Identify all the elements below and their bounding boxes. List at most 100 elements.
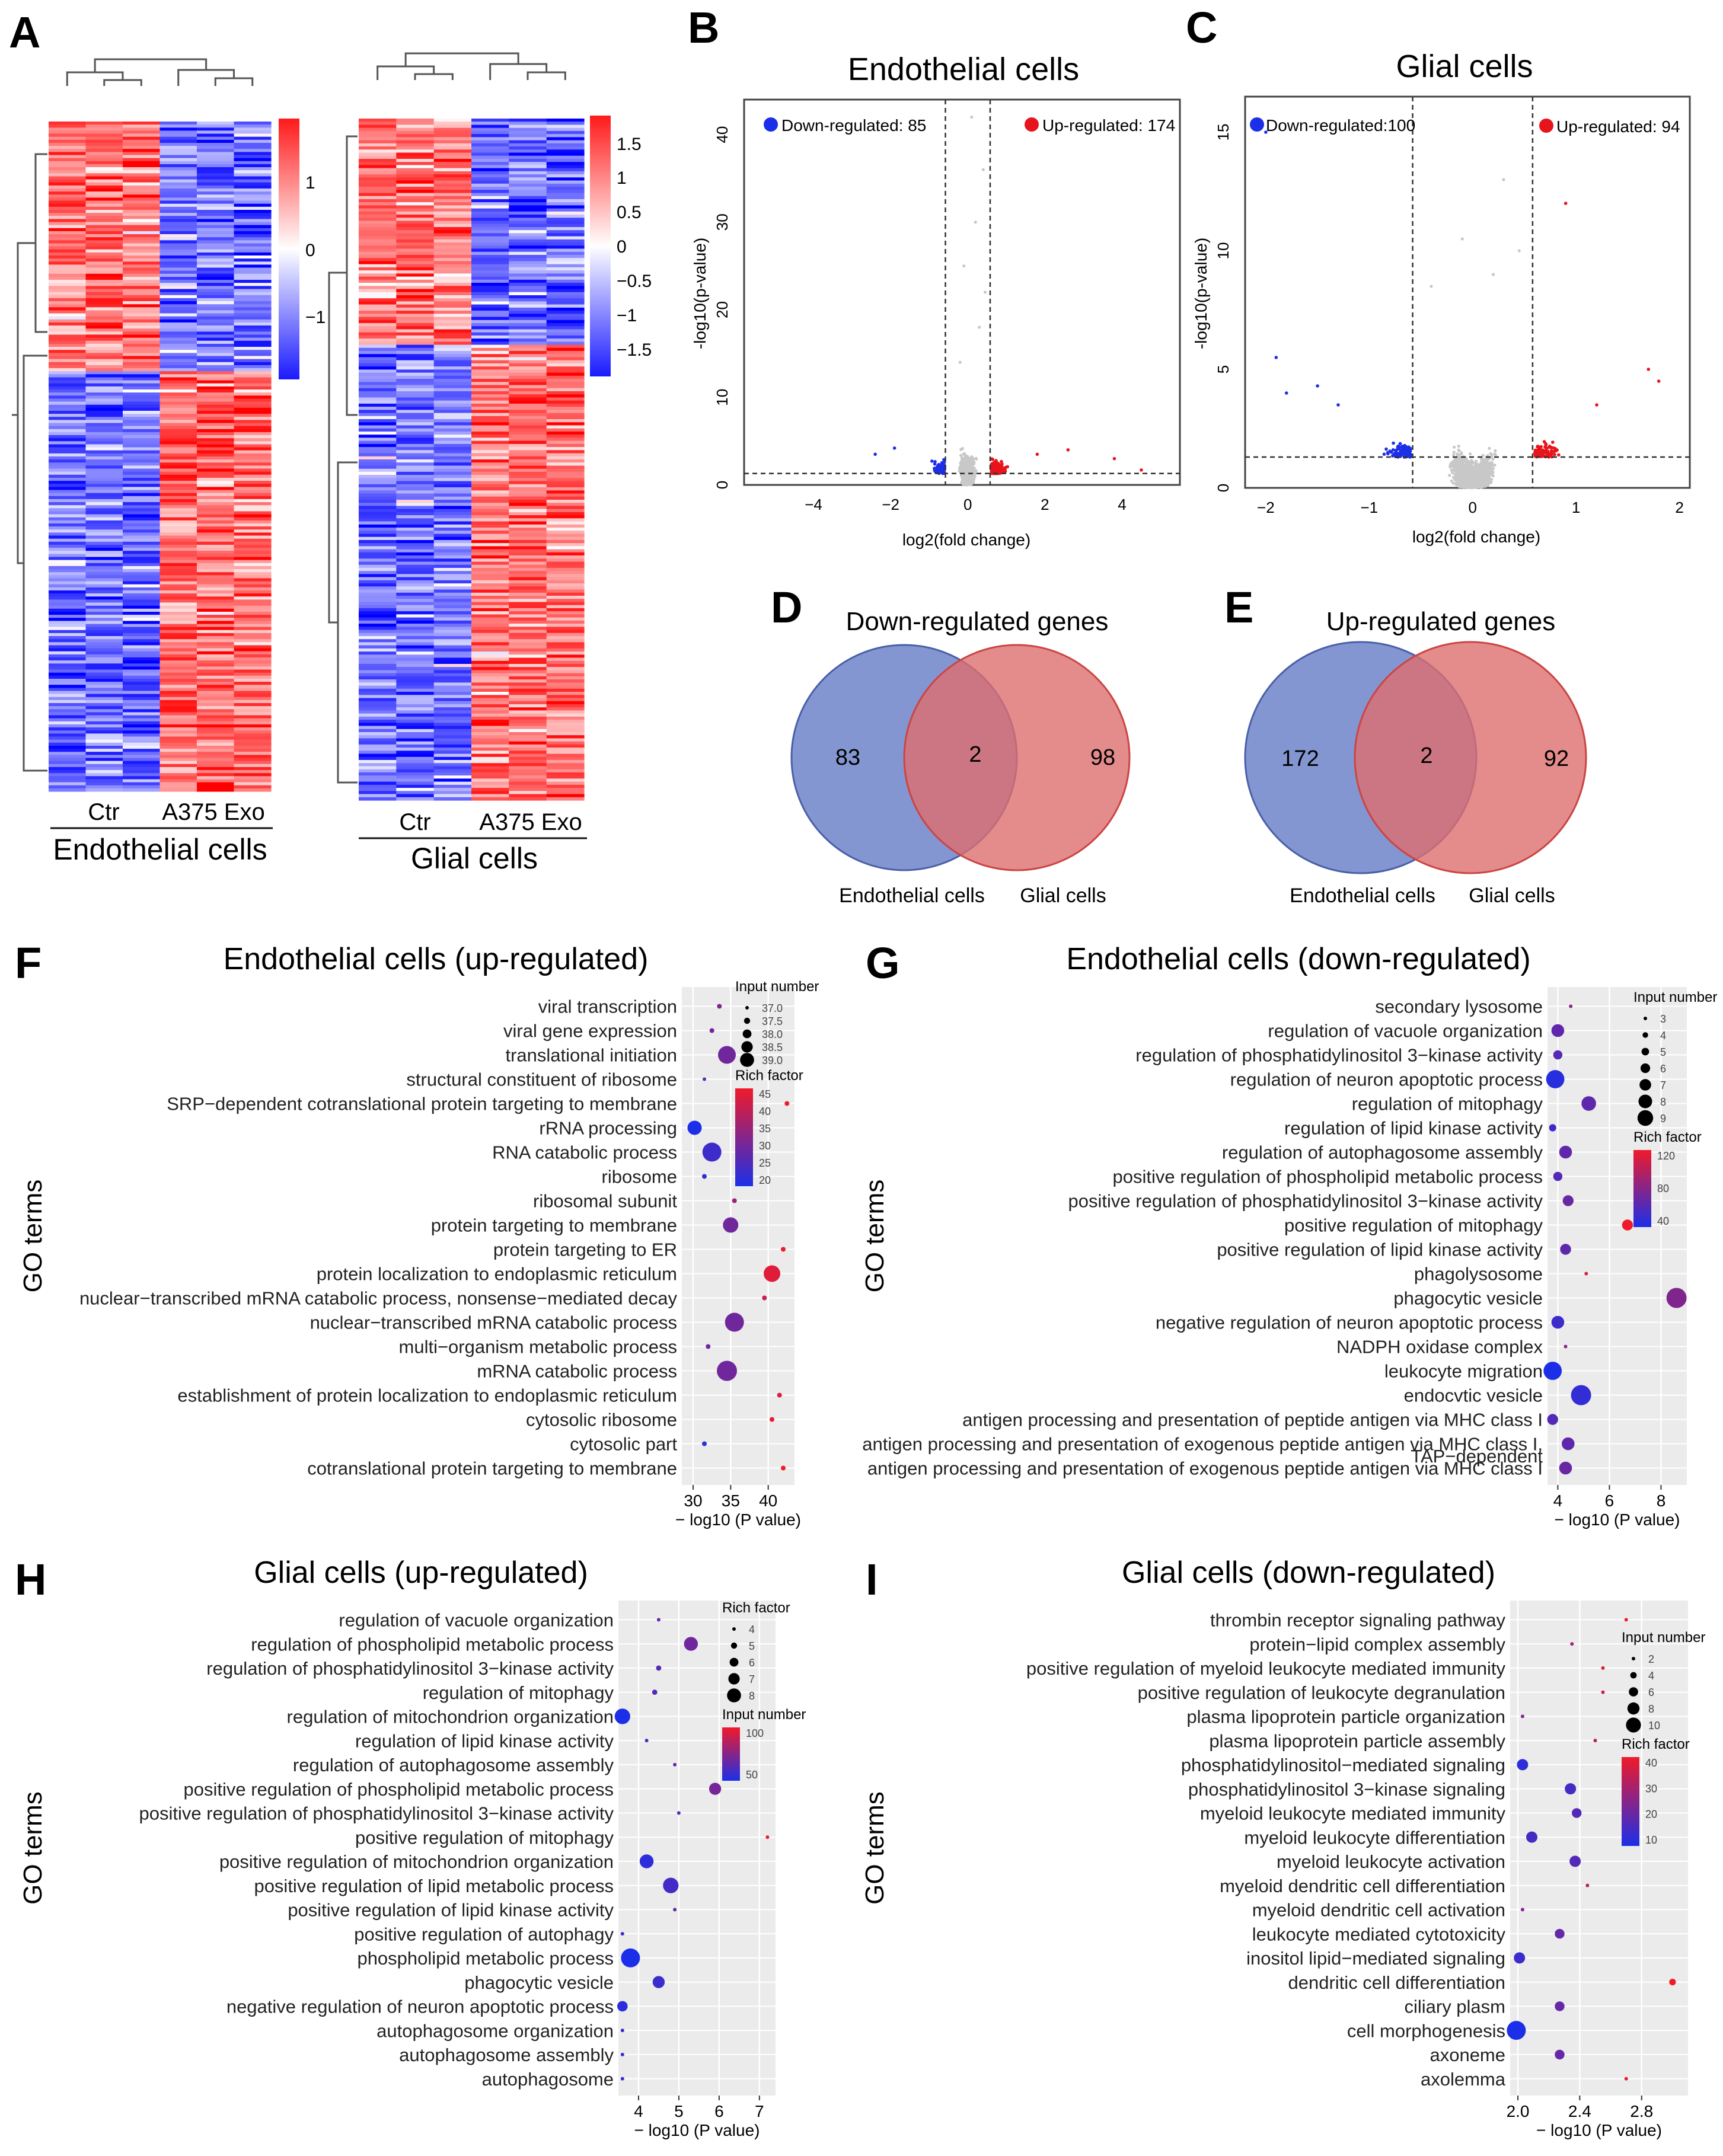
heatmap-cell xyxy=(159,459,197,463)
heatmap-cell xyxy=(234,712,272,716)
heatmap-cell xyxy=(509,521,547,525)
heatmap-cell xyxy=(546,122,585,125)
heatmap-cell xyxy=(509,599,547,602)
heatmap-cell xyxy=(159,286,197,290)
heatmap-cell xyxy=(85,496,123,500)
heatmap-cell xyxy=(197,389,235,393)
heatmap-cell xyxy=(197,718,235,722)
heatmap-cell xyxy=(159,474,197,478)
heatmap-endothelial-scale-tick: −1 xyxy=(305,308,326,327)
heatmap-cell xyxy=(49,462,87,466)
heatmap-cell xyxy=(546,713,585,717)
heatmap-cell xyxy=(471,664,509,667)
heatmap-cell xyxy=(85,742,123,746)
heatmap-cell xyxy=(471,490,509,494)
heatmap-cell xyxy=(433,633,472,637)
heatmap-cell xyxy=(123,468,161,472)
heatmap-cell xyxy=(509,407,547,410)
heatmap-cell xyxy=(359,239,397,243)
heatmap-cell xyxy=(234,301,272,305)
heatmap-cell xyxy=(359,183,397,187)
dendrogram-branch xyxy=(103,79,142,86)
heatmap-cell xyxy=(49,124,87,128)
heatmap-cell xyxy=(471,162,509,165)
heatmap-cell xyxy=(359,478,397,482)
heatmap-cell xyxy=(396,447,435,451)
heatmap-cell xyxy=(159,420,197,424)
heatmap-cell xyxy=(85,484,123,487)
heatmap-cell xyxy=(546,611,585,615)
heatmap-cell xyxy=(396,648,435,652)
heatmap-cell xyxy=(359,388,397,392)
volcano-point-ns xyxy=(1451,481,1455,485)
heatmap-cell xyxy=(433,267,472,271)
heatmap-cell xyxy=(509,664,547,667)
heatmap-cell xyxy=(85,435,123,439)
heatmap-cell xyxy=(49,478,87,481)
heatmap-cell xyxy=(509,326,547,330)
heatmap-cell xyxy=(546,264,585,268)
heatmap-cell xyxy=(49,146,87,149)
heatmap-cell xyxy=(85,615,123,618)
heatmap-cell xyxy=(396,187,435,190)
heatmap-cell xyxy=(471,205,509,209)
heatmap-cell xyxy=(49,736,87,740)
heatmap-cell xyxy=(49,523,87,527)
heatmap-cell xyxy=(471,382,509,386)
heatmap-cell xyxy=(546,605,585,609)
heatmap-cell xyxy=(359,255,397,258)
heatmap-cell xyxy=(396,707,435,711)
heatmap-cell xyxy=(159,334,197,338)
heatmap-cell xyxy=(234,551,272,554)
heatmap-cell xyxy=(546,518,585,522)
heatmap-cell xyxy=(197,715,235,719)
heatmap-cell xyxy=(159,356,197,360)
heatmap-cell xyxy=(159,203,197,207)
heatmap-cell xyxy=(49,666,87,670)
heatmap-cell xyxy=(359,428,397,432)
heatmap-cell xyxy=(49,779,87,783)
heatmap-cell xyxy=(234,545,272,548)
volcano-point-ns xyxy=(962,465,965,469)
heatmap-cell xyxy=(396,766,435,770)
heatmap-cell xyxy=(471,159,509,162)
volcano-point-up xyxy=(1006,465,1009,469)
heatmap-cell xyxy=(396,152,435,156)
heatmap-cell xyxy=(509,760,547,764)
heatmap-cell xyxy=(433,536,472,541)
heatmap-cell xyxy=(359,660,397,665)
heatmap-cell xyxy=(197,130,235,135)
heatmap-cell xyxy=(509,385,547,389)
heatmap-cell xyxy=(159,624,197,628)
heatmap-cell xyxy=(49,721,87,725)
heatmap-cell xyxy=(234,541,272,545)
heatmap-cell xyxy=(546,688,585,692)
heatmap-cell xyxy=(471,654,509,659)
heatmap-cell xyxy=(471,273,509,277)
heatmap-cell xyxy=(546,369,585,373)
heatmap-cell xyxy=(234,779,272,783)
heatmap-cell xyxy=(159,596,197,600)
heatmap-cell xyxy=(85,612,123,615)
heatmap-cell xyxy=(509,772,547,776)
heatmap-cell xyxy=(234,578,272,582)
heatmap-cell xyxy=(509,633,547,637)
heatmap-cell xyxy=(546,159,585,162)
heatmap-cell xyxy=(234,429,272,433)
heatmap-cell xyxy=(123,164,161,168)
heatmap-cell xyxy=(359,447,397,451)
heatmap-cell xyxy=(123,679,161,682)
heatmap-cell xyxy=(359,407,397,410)
heatmap-cell xyxy=(471,596,509,599)
heatmap-cell xyxy=(396,596,435,599)
heatmap-cell xyxy=(49,152,87,156)
heatmap-cell xyxy=(509,456,547,460)
heatmap-cell xyxy=(85,758,123,762)
volcano-point-ns xyxy=(963,455,967,459)
heatmap-cell xyxy=(509,741,547,745)
heatmap-cell xyxy=(197,742,235,746)
heatmap-cell xyxy=(123,660,161,664)
heatmap-cell xyxy=(234,456,272,460)
heatmap-cell xyxy=(546,536,585,541)
heatmap-cell xyxy=(159,487,197,491)
